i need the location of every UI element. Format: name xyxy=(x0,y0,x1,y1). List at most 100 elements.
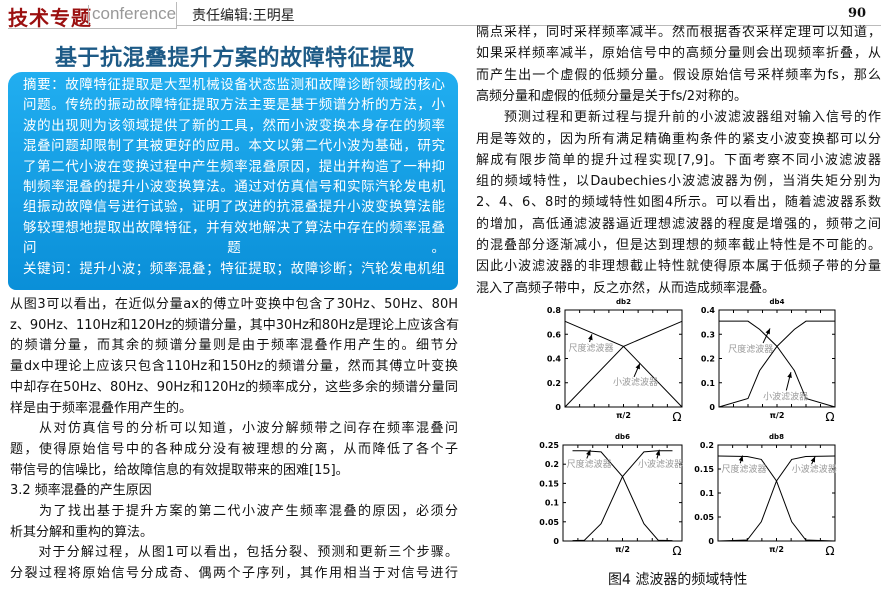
x-tick-label: π/2 xyxy=(615,545,630,554)
series-annotation: 小波滤波器 xyxy=(792,463,837,475)
text-line: 分裂过程将原始信号分成奇、偶两个子序列，其作用相当于对信号进行 xyxy=(10,566,458,582)
arrowhead-icon xyxy=(635,363,640,370)
plot-frame xyxy=(718,309,836,408)
abstract-box: 摘要：故障特征提取是大型机械设备状态监测和故障诊断领域的核心 问题。传统的振动故障… xyxy=(8,72,458,290)
text-line: 从对仿真信号的分析可以知道，小波分解频带之间存在频率混叠问 xyxy=(10,421,458,437)
abstract-line: 够较理想地提取出故障特征，并有效地解决了算法中存在的频率混叠 xyxy=(23,219,445,236)
header-rule xyxy=(8,28,176,29)
x-tick-label: π/2 xyxy=(769,545,784,554)
text-line: 混入了高频子带中，反之亦然，从而造成频率混叠。 xyxy=(476,280,776,296)
series-line-wavelet xyxy=(717,455,836,542)
y-tick-label: 0.1 xyxy=(700,489,715,498)
y-tick-label: 0 xyxy=(555,403,561,412)
series-annotation: 尺度滤波器 xyxy=(567,458,612,470)
series-annotation: 尺度滤波器 xyxy=(728,343,773,355)
abstract-line: 组振动故障信号进行试验，证明了改进的抗混叠提升小波变换算法能 xyxy=(23,199,445,216)
abstract-line: 波的出现则为该领域提供了新的工具，然而小波变换本身存在的频率 xyxy=(23,117,445,134)
series-annotation: 尺度滤波器 xyxy=(569,342,614,354)
chart-title: db8 xyxy=(769,433,784,441)
series-line-wavelet xyxy=(718,320,835,408)
x-axis-label: Ω xyxy=(672,544,681,558)
text-line: 的增加，高低通滤波器逼近理想滤波器的程度是增强的，频带之间 xyxy=(476,216,881,232)
annotation-arrow xyxy=(589,334,593,343)
text-line: 隔点采样，同时采样频率减半。然而根据香农采样定理可以知道， xyxy=(476,25,881,40)
header-divider xyxy=(88,5,89,25)
arrowhead-icon xyxy=(787,372,792,379)
editor-credit: 责任编辑:王明星 xyxy=(192,8,295,24)
arrowhead-icon xyxy=(588,334,593,341)
text-line: 如果采样频率减半，原始信号中的高频分量则会出现频率折叠，从 xyxy=(476,46,881,62)
series-line-scaling xyxy=(572,450,673,542)
text-line: 的频谱分量，而其余的频谱分量则是由于频率混叠作用产生的。细节分 xyxy=(10,338,458,354)
text-line: 题，使得原始信号中的各种成分没有被理想的分离，从而降低了各个子 xyxy=(10,441,458,457)
annotation-arrow xyxy=(739,455,744,464)
y-tick-label: 0.2 xyxy=(547,379,561,388)
text-line: 2、4、6、8时的频域特性如图4所示。可以看出，随着滤波器系数 xyxy=(476,195,881,211)
page-number: 90 xyxy=(848,6,867,21)
text-line: 高频分量和虚假的低频分量是关于fs/2对称的。 xyxy=(476,88,748,104)
chart-db6: db6 0 0.05 0.1 0.15 0.2 0.25 π/2 Ω 尺度滤波器 小波滤波器 xyxy=(539,433,683,558)
abstract-line: 制频率混叠的提升小波变换算法。通过对仿真信号和实际汽轮发电机 xyxy=(23,179,445,195)
abstract-line: 问题。传统的振动故障特征提取方法主要是基于频谱分析的方法，小 xyxy=(23,97,445,114)
plot-frame xyxy=(717,444,836,542)
text-line: 为了找出基于提升方案的第二代小波产生频率混叠的原因，必须分 xyxy=(10,504,458,519)
text-line: 因此小波滤波器的非理想截止特性就使得原本属于低频子带的分量 xyxy=(476,259,881,275)
y-tick-label: 0.15 xyxy=(694,465,714,474)
annotation-arrow xyxy=(762,328,771,344)
column-subtitle: conference xyxy=(92,4,177,23)
series-annotation: 小波滤波器 xyxy=(613,376,658,388)
arrowhead-icon xyxy=(655,449,661,456)
text-line: 预测过程和更新过程与提升前的小波滤波器组对输入信号的作 xyxy=(476,110,881,126)
x-axis-label: Ω xyxy=(672,410,681,424)
text-line: z、90Hz、110Hz和120Hz的频谱分量，其中30Hz和80Hz是理论上应… xyxy=(10,317,460,333)
arrowhead-icon xyxy=(765,328,771,335)
y-tick-label: 0.25 xyxy=(539,441,559,450)
text-line: 解成有限步简单的提升过程实现[7,9]。下面考察不同小波滤波器 xyxy=(476,152,881,168)
keywords-line: 关键词：提升小波；频率混叠；特征提取；故障诊断；汽轮发电机组 xyxy=(23,260,445,277)
text-line: 而产生出一个虚假的低频分量。假设原始信号采样频率为fs，那么 xyxy=(476,67,881,83)
text-line: 对于分解过程，从图1可以看出，包括分裂、预测和更新三个步骤。 xyxy=(10,545,458,561)
series-line-scaling xyxy=(564,320,683,408)
chart-db8: db8 0 0.05 0.1 0.15 0.2 π/2 Ω 尺度滤波器 小波滤波器 xyxy=(694,433,836,558)
annotation-arrow xyxy=(656,449,660,459)
abstract-line: 混叠问题却限制了其被更好的应用。本文以第二代小波为基础，研究 xyxy=(23,138,445,155)
y-tick-label: 0.1 xyxy=(545,499,560,508)
text-line: 从图3可以看出，在近似分量ax的傅立叶变换中包含了30Hz、50Hz、80H xyxy=(10,297,458,312)
text-line: 组的频域特性，以Daubechies小波滤波器为例，当消失矩分别为 xyxy=(476,174,881,190)
annotation-arrow xyxy=(811,456,816,465)
x-tick-label: π/2 xyxy=(770,411,785,420)
chart-title: db2 xyxy=(616,298,631,306)
y-tick-label: 0.2 xyxy=(545,460,559,469)
text-line: 析其分解和重构的算法。 xyxy=(10,524,154,540)
arrowhead-icon xyxy=(586,449,591,456)
y-tick-label: 0.05 xyxy=(694,513,714,522)
annotation-arrow xyxy=(586,449,591,459)
y-tick-label: 0.1 xyxy=(701,379,716,388)
text-line: 样是由于频率混叠作用产生的。 xyxy=(10,400,193,416)
series-line-wavelet xyxy=(564,320,683,408)
y-tick-label: 0.2 xyxy=(701,355,715,364)
series-annotation: 尺度滤波器 xyxy=(722,463,767,475)
column-tag: 技术专题 xyxy=(8,6,92,30)
abstract-line: 摘要：故障特征提取是大型机械设备状态监测和故障诊断领域的核心 xyxy=(23,77,445,93)
text-line: 量dx中理论上应该只包含110Hz和150Hz的频谱分量，然而其傅立叶变换 xyxy=(10,359,458,375)
annotation-arrow xyxy=(785,371,792,391)
arrowhead-icon xyxy=(810,456,816,463)
y-tick-label: 0 xyxy=(553,537,559,546)
y-tick-label: 0.2 xyxy=(700,441,714,450)
series-line-scaling xyxy=(717,455,836,542)
y-tick-label: 0.6 xyxy=(547,330,562,339)
y-tick-label: 0.3 xyxy=(701,330,715,339)
y-tick-label: 0.15 xyxy=(539,479,559,488)
y-tick-label: 0.4 xyxy=(547,355,562,364)
text-line: 的混叠部分逐渐减小，但是达到理想的频率截止特性是不可能的。 xyxy=(476,238,881,253)
abstract-line: 问题。 xyxy=(23,240,445,257)
series-annotation: 小波滤波器 xyxy=(763,390,808,402)
article-title: 基于抗混叠提升方案的故障特征提取 xyxy=(54,46,415,71)
text-line: 3.2 频率混叠的产生原因 xyxy=(10,483,152,499)
y-tick-label: 0.4 xyxy=(701,306,716,315)
text-line: 带信号的信噪比，给故障信息的有效提取带来的困难[15]。 xyxy=(10,462,349,478)
x-axis-label: Ω xyxy=(825,544,834,558)
chart-title: db4 xyxy=(770,298,785,306)
